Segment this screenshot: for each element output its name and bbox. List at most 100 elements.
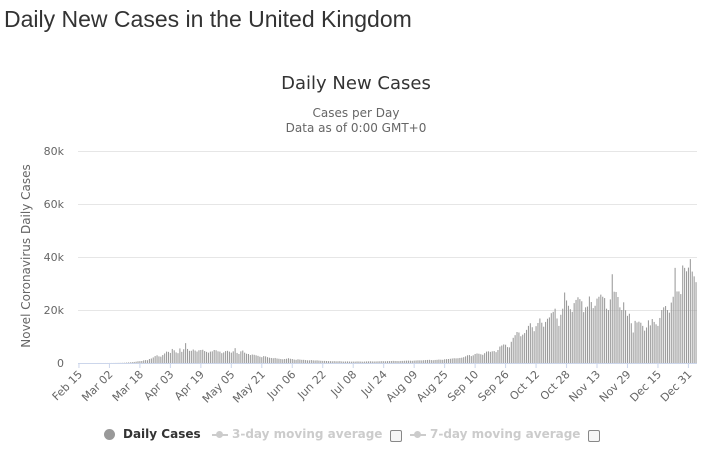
- bar[interactable]: [257, 355, 259, 363]
- bar[interactable]: [676, 291, 678, 363]
- bar[interactable]: [375, 361, 377, 363]
- bar[interactable]: [127, 362, 129, 363]
- bar[interactable]: [440, 359, 442, 363]
- bar[interactable]: [491, 351, 493, 363]
- bar[interactable]: [316, 360, 318, 363]
- bar[interactable]: [280, 359, 282, 363]
- bar[interactable]: [385, 361, 387, 363]
- bar[interactable]: [402, 360, 404, 363]
- bar[interactable]: [497, 350, 499, 363]
- bar[interactable]: [177, 353, 179, 363]
- bar[interactable]: [489, 351, 491, 363]
- bar[interactable]: [691, 271, 693, 363]
- bar[interactable]: [326, 361, 328, 363]
- bar[interactable]: [284, 359, 286, 363]
- bar[interactable]: [621, 310, 623, 363]
- bar[interactable]: [367, 361, 369, 363]
- bar[interactable]: [567, 305, 569, 363]
- bar[interactable]: [428, 359, 430, 363]
- bar[interactable]: [244, 352, 246, 363]
- bar[interactable]: [649, 325, 651, 363]
- bar[interactable]: [392, 360, 394, 363]
- bar[interactable]: [362, 361, 364, 363]
- bar[interactable]: [632, 332, 634, 363]
- bar[interactable]: [253, 354, 255, 363]
- bar[interactable]: [400, 360, 402, 363]
- bar[interactable]: [438, 359, 440, 363]
- bar[interactable]: [526, 329, 528, 364]
- bar[interactable]: [173, 350, 175, 363]
- bar[interactable]: [554, 308, 556, 363]
- bar[interactable]: [512, 337, 514, 363]
- bar[interactable]: [247, 353, 249, 363]
- bar[interactable]: [552, 311, 554, 363]
- bar[interactable]: [169, 352, 171, 363]
- bar[interactable]: [305, 360, 307, 363]
- bar[interactable]: [419, 360, 421, 363]
- bar[interactable]: [343, 361, 345, 363]
- checkbox-3-day-average[interactable]: [390, 430, 402, 442]
- bar[interactable]: [398, 361, 400, 363]
- bar[interactable]: [463, 357, 465, 363]
- bar[interactable]: [655, 324, 657, 363]
- bar[interactable]: [493, 351, 495, 363]
- bar[interactable]: [680, 294, 682, 363]
- bar[interactable]: [527, 325, 529, 363]
- bar[interactable]: [472, 355, 474, 363]
- bar[interactable]: [143, 360, 145, 363]
- bar[interactable]: [531, 327, 533, 363]
- bar[interactable]: [465, 356, 467, 364]
- bar[interactable]: [131, 362, 133, 363]
- bar[interactable]: [232, 351, 234, 363]
- bar[interactable]: [265, 356, 267, 364]
- bar[interactable]: [407, 360, 409, 363]
- bar[interactable]: [495, 352, 497, 363]
- bar[interactable]: [476, 353, 478, 363]
- bar[interactable]: [615, 291, 617, 363]
- bar[interactable]: [268, 357, 270, 363]
- bar[interactable]: [573, 303, 575, 363]
- bar[interactable]: [625, 310, 627, 363]
- bar[interactable]: [301, 359, 303, 363]
- bar[interactable]: [602, 296, 604, 363]
- bar[interactable]: [314, 360, 316, 363]
- bar[interactable]: [194, 350, 196, 363]
- bar[interactable]: [562, 308, 564, 363]
- bar[interactable]: [548, 317, 550, 363]
- bar[interactable]: [261, 357, 263, 363]
- bar[interactable]: [600, 294, 602, 363]
- bar[interactable]: [638, 321, 640, 363]
- bar[interactable]: [274, 357, 276, 363]
- bar[interactable]: [202, 349, 204, 363]
- bar[interactable]: [238, 353, 240, 363]
- bar[interactable]: [436, 359, 438, 363]
- bar[interactable]: [506, 347, 509, 363]
- bar[interactable]: [221, 353, 223, 363]
- bar[interactable]: [146, 360, 149, 363]
- bar[interactable]: [661, 310, 663, 363]
- bar[interactable]: [583, 312, 585, 363]
- bar[interactable]: [228, 351, 230, 363]
- bar[interactable]: [501, 345, 503, 363]
- bar[interactable]: [160, 356, 162, 363]
- bar[interactable]: [550, 313, 552, 363]
- bar[interactable]: [596, 298, 598, 363]
- bar[interactable]: [339, 361, 341, 363]
- bar[interactable]: [634, 320, 636, 363]
- bar[interactable]: [510, 341, 512, 363]
- bar[interactable]: [569, 309, 571, 363]
- legend-item-7-day-average[interactable]: 7-day moving average: [410, 427, 580, 441]
- bar[interactable]: [474, 353, 476, 363]
- bar[interactable]: [312, 360, 314, 363]
- bar[interactable]: [672, 296, 674, 363]
- bar[interactable]: [276, 358, 278, 364]
- bar[interactable]: [139, 361, 141, 363]
- bar[interactable]: [484, 353, 486, 363]
- bar[interactable]: [503, 344, 505, 363]
- bar[interactable]: [499, 346, 501, 363]
- bar[interactable]: [446, 359, 448, 363]
- bar[interactable]: [461, 357, 463, 363]
- bar[interactable]: [598, 296, 600, 363]
- bar[interactable]: [188, 350, 190, 363]
- bar[interactable]: [164, 353, 166, 363]
